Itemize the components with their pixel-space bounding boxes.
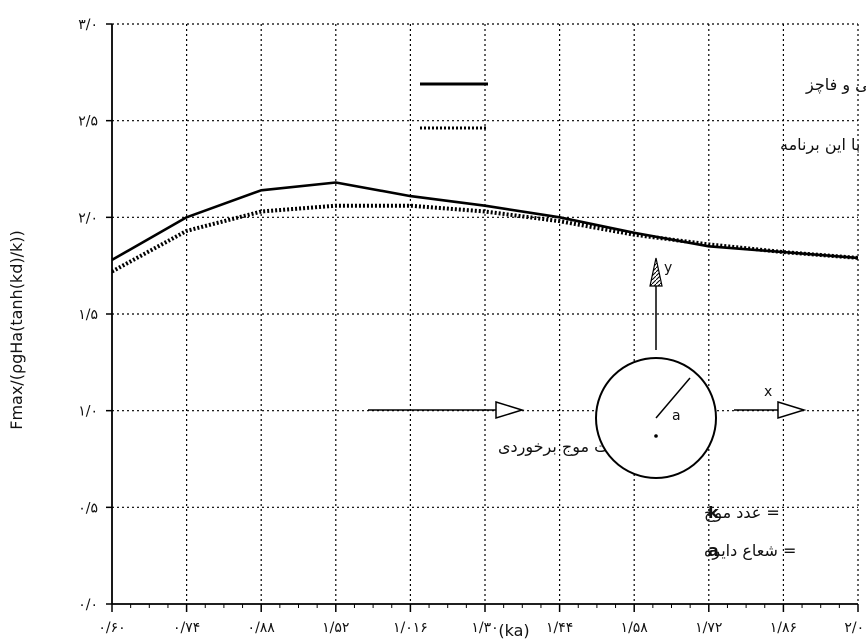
y-tick-label: ۱/۵ [78, 307, 98, 323]
x-axis-arrow-head [777, 400, 807, 420]
legend-label-computed: محاسبه شده با این برنامه [780, 135, 866, 155]
x-tick-label: ۱/۳۰ [471, 620, 498, 636]
cylinder-sketch: a y x [595, 257, 807, 479]
x-tick-label: ۱/۵۸ [621, 620, 649, 636]
series-lines [111, 181, 859, 274]
x-tick-label: ۰/۷۴ [173, 620, 200, 636]
y-tick-label: ۰/۰ [78, 597, 98, 613]
definitions: = عدد موج k = شعاع دایره a [704, 503, 796, 561]
x-axis-label: (ka) [498, 621, 529, 640]
x-tick-label: ۱/۴۴ [546, 620, 573, 636]
incident-wave-annotation: جهت موج برخوردی [368, 400, 627, 457]
x-tick-label: ۰/۶۰ [98, 620, 125, 636]
grid [112, 23, 859, 604]
legend-item-exact: راه حل صحیح با مک کورنی و فاچز [420, 75, 866, 95]
legend-label-exact: راه حل صحیح با مک کورنی و فاچز [805, 75, 866, 95]
x-tick-label: ۰/۸۸ [248, 620, 276, 636]
incident-wave-label: جهت موج برخوردی [498, 437, 627, 457]
x-tick-label: ۱/۵۲ [322, 620, 349, 636]
a-symbol: a [708, 541, 719, 560]
x-tick-label: ۱/۸۶ [770, 620, 797, 636]
y-tick-labels: ۰/۰ ۰/۵ ۱/۰ ۱/۵ ۲/۰ ۲/۵ ۳/۰ [78, 17, 98, 613]
axes [106, 23, 859, 612]
incident-wave-arrow-head [495, 400, 525, 420]
radius-label: a [672, 408, 681, 424]
y-tick-label: ۲/۰ [78, 210, 98, 226]
y-tick-label: ۳/۰ [78, 17, 98, 33]
x-tick-label: ۱/۰۱۶ [393, 620, 428, 636]
legend-item-computed: محاسبه شده با این برنامه [420, 126, 866, 155]
y-tick-label: ۰/۵ [78, 500, 98, 516]
x-tick-labels: ۰/۶۰ ۰/۷۴ ۰/۸۸ ۱/۵۲ ۱/۰۱۶ ۱/۳۰ ۱/۴۴ ۱/۵۸ ۱/۷۲ ۱/۸… [98, 620, 866, 636]
x-axis-arrow-label: x [764, 384, 772, 400]
x-tick-label: ۲/۰۰ [844, 620, 866, 636]
k-symbol: k [708, 503, 719, 522]
legend: راه حل صحیح با مک کورنی و فاچز محاسبه شد… [420, 75, 866, 155]
k-definition: = عدد موج [704, 503, 780, 523]
a-definition: = شعاع دایره [704, 541, 796, 561]
x-tick-label: ۱/۷۲ [695, 620, 722, 636]
series-line-computed [111, 203, 859, 274]
radius-line [655, 377, 691, 419]
y-axis-arrow-label: y [664, 260, 672, 276]
y-tick-label: ۱/۰ [78, 404, 98, 420]
cylinder-center-dot [654, 434, 658, 438]
y-axis-arrow-head [649, 257, 663, 287]
y-axis-label: Fmax/(ρgHa(tanh(kd)/k)) [7, 230, 26, 430]
y-tick-label: ۲/۵ [78, 114, 98, 130]
